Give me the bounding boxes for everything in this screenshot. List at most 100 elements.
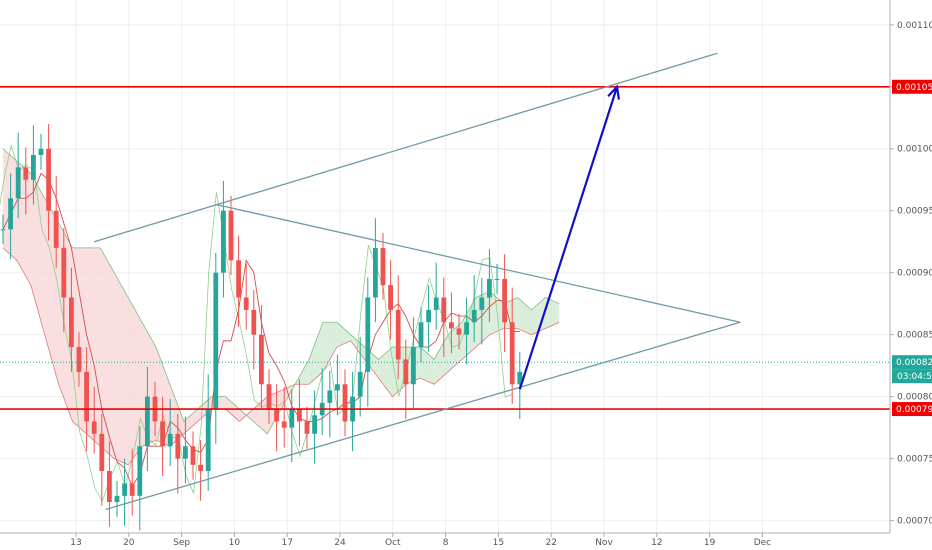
arrow-shaft xyxy=(518,86,619,390)
candle-body xyxy=(456,328,462,335)
cloud-segment xyxy=(322,322,337,372)
candle-body xyxy=(335,384,340,391)
x-tick-label: 13 xyxy=(70,538,81,548)
candle-body xyxy=(441,297,447,323)
candle-body xyxy=(137,446,143,496)
cloud-segment xyxy=(308,322,323,385)
projection-arrow xyxy=(518,84,620,390)
candle-body xyxy=(114,495,120,503)
candle-body xyxy=(160,421,165,447)
time-axis[interactable]: 13 20 Sep 10 17 24 Oct 8 15 22 Nov 12 19 Dec xyxy=(70,533,771,548)
x-tick-label: 24 xyxy=(334,538,346,548)
y-tick-label: 0.0009000 xyxy=(897,269,932,279)
candle-body xyxy=(175,433,181,459)
last-price-badge xyxy=(892,355,932,370)
candle-body xyxy=(84,371,89,422)
cloud-segment xyxy=(86,247,101,447)
candle-body xyxy=(259,334,264,385)
cloud-segment xyxy=(30,173,45,335)
y-tick-label: 0.0010000 xyxy=(897,145,932,155)
candle-body xyxy=(213,272,219,410)
support-badge xyxy=(892,402,932,417)
candle-body xyxy=(395,309,401,360)
candle-body xyxy=(274,409,279,422)
candle-body xyxy=(198,464,203,472)
candle-body xyxy=(183,446,188,459)
candle-body xyxy=(266,384,272,410)
candle-body xyxy=(502,278,507,323)
candle-body xyxy=(426,309,431,323)
candle-body xyxy=(129,483,135,496)
x-tick-label: 15 xyxy=(493,538,504,548)
x-tick-label: 20 xyxy=(123,538,135,548)
x-tick-label: 22 xyxy=(545,538,556,548)
candle-body xyxy=(312,415,317,434)
candle-body xyxy=(403,359,409,385)
candle-body xyxy=(304,421,310,434)
candle-body xyxy=(53,210,59,248)
x-tick-label: 19 xyxy=(704,538,716,548)
candle-body xyxy=(471,309,477,323)
candle-body xyxy=(99,433,105,472)
candle-body xyxy=(281,421,287,428)
candle-body xyxy=(221,210,226,273)
y-tick-label: 0.0008000 xyxy=(897,393,932,403)
candle-body xyxy=(388,285,393,310)
triangle-bottom-line xyxy=(105,321,741,511)
y-tick-label: 0.0009500 xyxy=(897,207,932,217)
x-tick-label: Oct xyxy=(385,538,401,548)
x-tick-label: Sep xyxy=(173,538,190,548)
countdown-label: 03:04:53 xyxy=(897,372,932,382)
countdown-badge xyxy=(892,369,932,384)
candle-body xyxy=(464,322,469,335)
triangle-top-line xyxy=(215,203,741,323)
x-tick-label: Nov xyxy=(595,538,613,548)
cloud-segment xyxy=(434,334,449,385)
x-tick-label: 8 xyxy=(443,538,449,548)
cloud-segment xyxy=(475,291,490,348)
resistance-badge-label: 0.0010500 xyxy=(896,83,932,93)
cloud-segment xyxy=(100,247,115,459)
candle-body xyxy=(243,297,249,310)
cloud-segment xyxy=(503,297,518,329)
x-tick-label: 12 xyxy=(651,538,662,548)
price-badges: 0.0010500 0.0007900 0.0008278 03:04:53 xyxy=(892,79,932,417)
candle-body xyxy=(76,347,82,372)
candle-body xyxy=(31,154,36,180)
candle-body xyxy=(373,247,378,298)
x-tick-label: 17 xyxy=(281,538,292,548)
candle-body xyxy=(23,167,29,180)
cloud-segment xyxy=(378,347,393,397)
y-tick-label: 0.0007500 xyxy=(897,455,932,465)
candlesticks xyxy=(0,123,523,531)
cloud-segment xyxy=(336,322,351,348)
lagging-span xyxy=(0,144,513,503)
candle-body xyxy=(418,322,424,348)
cloud-segment xyxy=(169,384,184,447)
candle-body xyxy=(297,409,302,422)
support-badge-label: 0.0007900 xyxy=(896,405,932,415)
cloud-segment xyxy=(420,347,435,385)
candle-body xyxy=(342,384,348,422)
cloud-segment xyxy=(531,297,546,335)
y-tick-label: 0.0008500 xyxy=(897,331,932,341)
candle-body xyxy=(107,471,112,503)
candle-body xyxy=(228,210,234,261)
candle-body xyxy=(122,483,127,496)
candle-body xyxy=(517,371,523,385)
arrow-head xyxy=(607,84,620,100)
candle-body xyxy=(236,260,241,298)
cloud-segment xyxy=(128,297,143,465)
candle-body xyxy=(357,371,363,397)
cloud-segment xyxy=(545,297,560,329)
candle-body xyxy=(61,247,67,298)
cloud-segment xyxy=(489,291,504,335)
candle-body xyxy=(251,309,257,335)
candle-body xyxy=(327,390,333,403)
candle-body xyxy=(411,347,416,385)
y-tick-label: 0.0011000 xyxy=(897,21,932,31)
candle-body xyxy=(289,409,295,428)
candle-body xyxy=(145,396,150,447)
cloud-segment xyxy=(517,297,532,335)
